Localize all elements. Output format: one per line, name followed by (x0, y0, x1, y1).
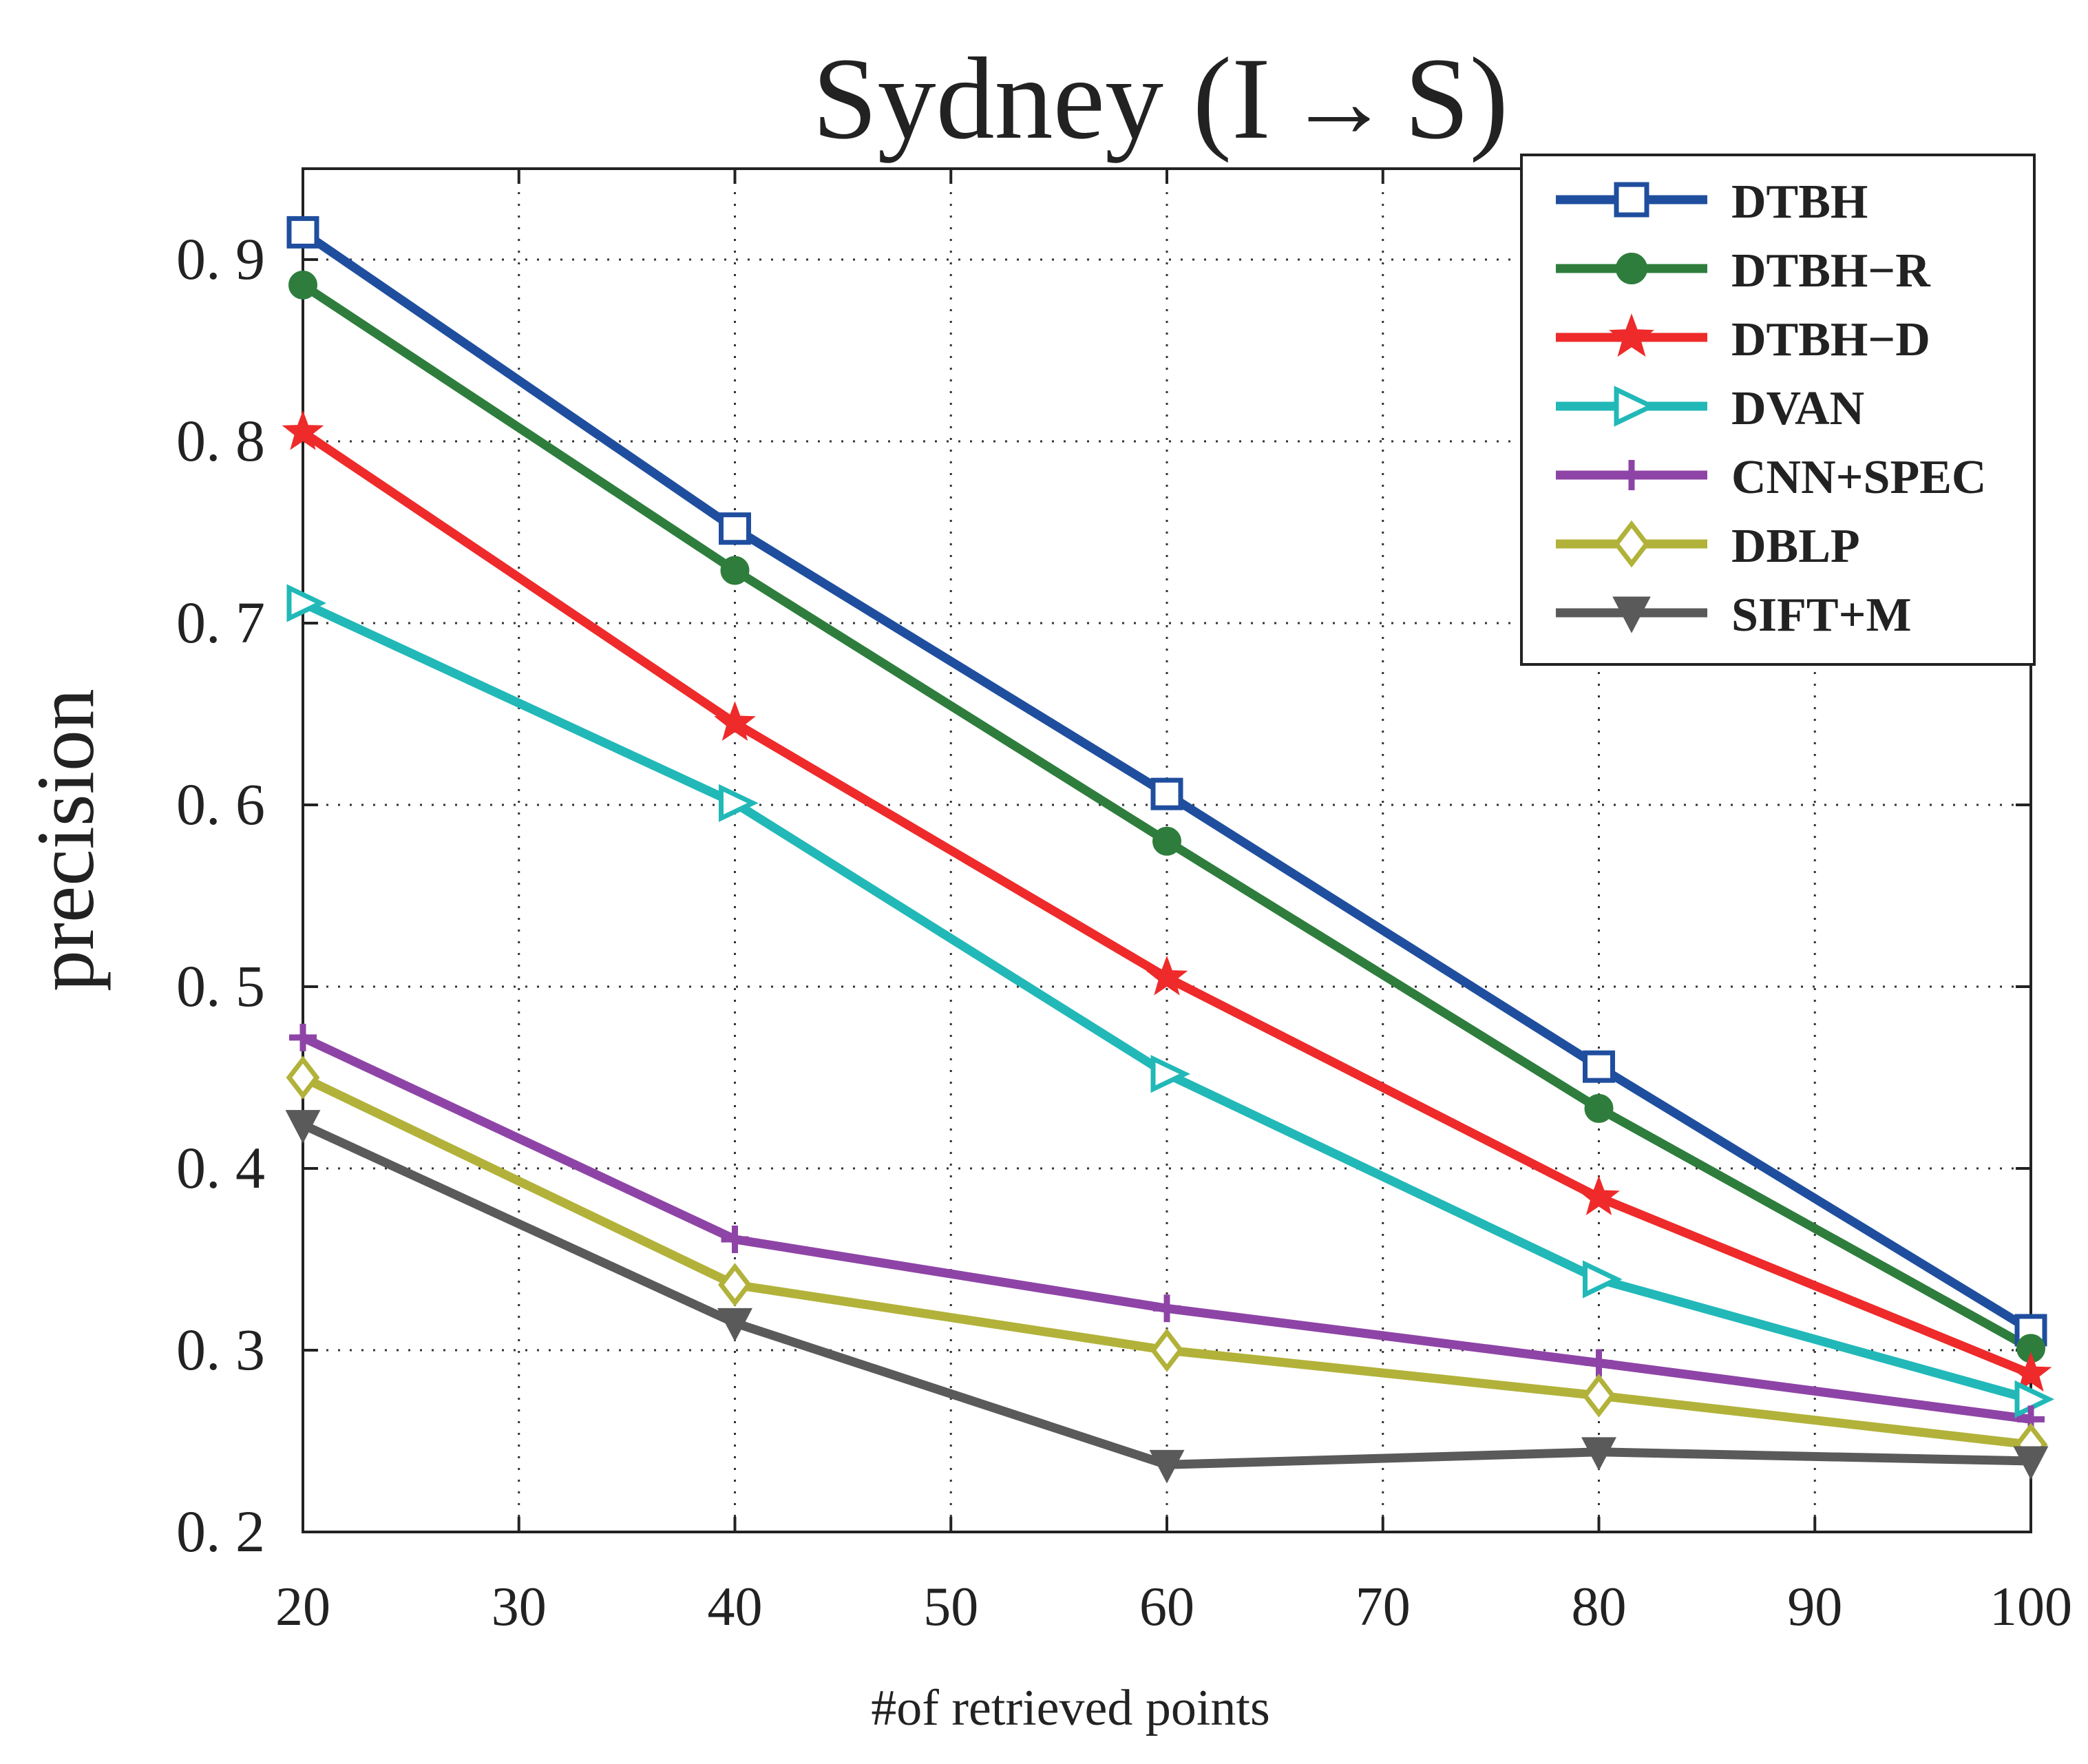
data-point-dtbh-r (1152, 826, 1181, 856)
axis-ticks: 20 30 40 50 60 70 80 90 100 0. 2 0. 3 0. 4 0. 5 0. 6 0… (176, 169, 2072, 1637)
legend: DTBH DTBH−R DTBH−D DVAN CNN+SPEC DBLP SIFT+M (1520, 154, 2036, 666)
data-point-cnn-spec (721, 1225, 749, 1253)
y-tick-label: 0. 9 (176, 226, 265, 292)
data-point-sift-m (285, 1110, 321, 1144)
legend-item-dtbh: DTBH (1556, 176, 1868, 229)
legend-marker-dtbh-r (1616, 253, 1647, 284)
legend-item-dtbh-d: DTBH−D (1556, 313, 1930, 366)
legend-item-dblp: DBLP (1556, 520, 1860, 573)
legend-item-sift-m: SIFT+M (1556, 589, 1912, 642)
x-tick-label: 50 (923, 1577, 978, 1637)
legend-item-dvan: DVAN (1556, 382, 1864, 435)
data-point-dblp (1582, 1374, 1616, 1418)
data-point-dvan (286, 584, 327, 622)
legend-label-sift-m: SIFT+M (1731, 589, 1912, 642)
data-point-sift-m (717, 1308, 752, 1342)
x-tick-label: 100 (1990, 1577, 2072, 1637)
data-point-dtbh (1150, 777, 1183, 810)
data-point-sift-m (1581, 1437, 1616, 1471)
x-tick-label: 80 (1572, 1577, 1627, 1637)
data-point-dtbh-d (1146, 955, 1188, 996)
data-point-dtbh-d (282, 410, 324, 450)
data-point-sift-m (2013, 1446, 2049, 1480)
y-tick-label: 0. 4 (176, 1135, 265, 1201)
legend-label-dtbh-d: DTBH−D (1731, 313, 1930, 366)
data-point-dtbh-r (720, 556, 750, 585)
y-tick-label: 0. 8 (176, 408, 265, 474)
legend-label-dtbh-r: DTBH−R (1731, 244, 1931, 297)
data-point-dtbh (1583, 1050, 1615, 1083)
data-point-dvan (1583, 1260, 1623, 1299)
data-point-dtbh-d (714, 701, 756, 742)
x-tick-label: 30 (492, 1577, 547, 1637)
y-tick-label: 0. 7 (176, 589, 265, 655)
x-tick-label: 90 (1787, 1577, 1842, 1637)
x-axis-label: #of retrieved points (871, 1680, 1270, 1736)
legend-marker-dtbh-d (1608, 313, 1655, 357)
y-tick-label: 0. 6 (176, 771, 265, 837)
plot-frame (302, 167, 2032, 1533)
legend-marker-dblp (1613, 520, 1650, 568)
legend-marker-dvan (1614, 386, 1657, 427)
data-point-cnn-spec (289, 1023, 317, 1051)
legend-label-dtbh: DTBH (1731, 176, 1868, 229)
legend-label-cnn-spec: CNN+SPEC (1731, 451, 1986, 504)
series-markers (282, 216, 2055, 1484)
x-tick-label: 40 (708, 1577, 763, 1637)
legend-label-dvan: DVAN (1731, 382, 1864, 435)
y-axis-label: precision (19, 689, 111, 991)
data-point-dblp (718, 1263, 752, 1307)
legend-marker-dtbh (1614, 182, 1649, 218)
x-tick-label: 60 (1139, 1577, 1194, 1637)
chart-title: Sydney (I → S) (812, 34, 1508, 163)
data-point-dtbh (286, 216, 319, 249)
chart-title-arrow-icon: → (1287, 45, 1391, 159)
data-point-dvan (1150, 1055, 1191, 1093)
legend-item-dtbh-r: DTBH−R (1556, 244, 1931, 297)
x-tick-label: 70 (1356, 1577, 1411, 1637)
chart-title-suffix: S) (1404, 34, 1508, 163)
data-point-dtbh-r (288, 270, 317, 300)
y-tick-label: 0. 3 (176, 1316, 265, 1383)
legend-marker-sift-m (1612, 596, 1651, 633)
data-point-dblp (1150, 1328, 1184, 1372)
data-point-dtbh (719, 512, 751, 545)
data-point-sift-m (1149, 1449, 1185, 1484)
y-tick-label: 0. 2 (176, 1498, 265, 1564)
legend-label-dblp: DBLP (1731, 520, 1860, 573)
data-point-dtbh-r (1584, 1093, 1614, 1123)
data-point-dtbh-d (1578, 1175, 1620, 1216)
x-tick-label: 20 (275, 1577, 330, 1637)
legend-item-cnn-spec: CNN+SPEC (1556, 451, 1986, 504)
chart-title-text: Sydney (I (812, 34, 1271, 163)
data-point-cnn-spec (1153, 1294, 1181, 1323)
data-point-dtbh-d (2010, 1352, 2052, 1392)
data-point-dblp (286, 1056, 320, 1100)
data-point-cnn-spec (1585, 1349, 1613, 1377)
y-tick-label: 0. 5 (176, 953, 265, 1019)
data-point-dvan (719, 784, 759, 822)
legend-marker-cnn-spec (1616, 460, 1647, 490)
